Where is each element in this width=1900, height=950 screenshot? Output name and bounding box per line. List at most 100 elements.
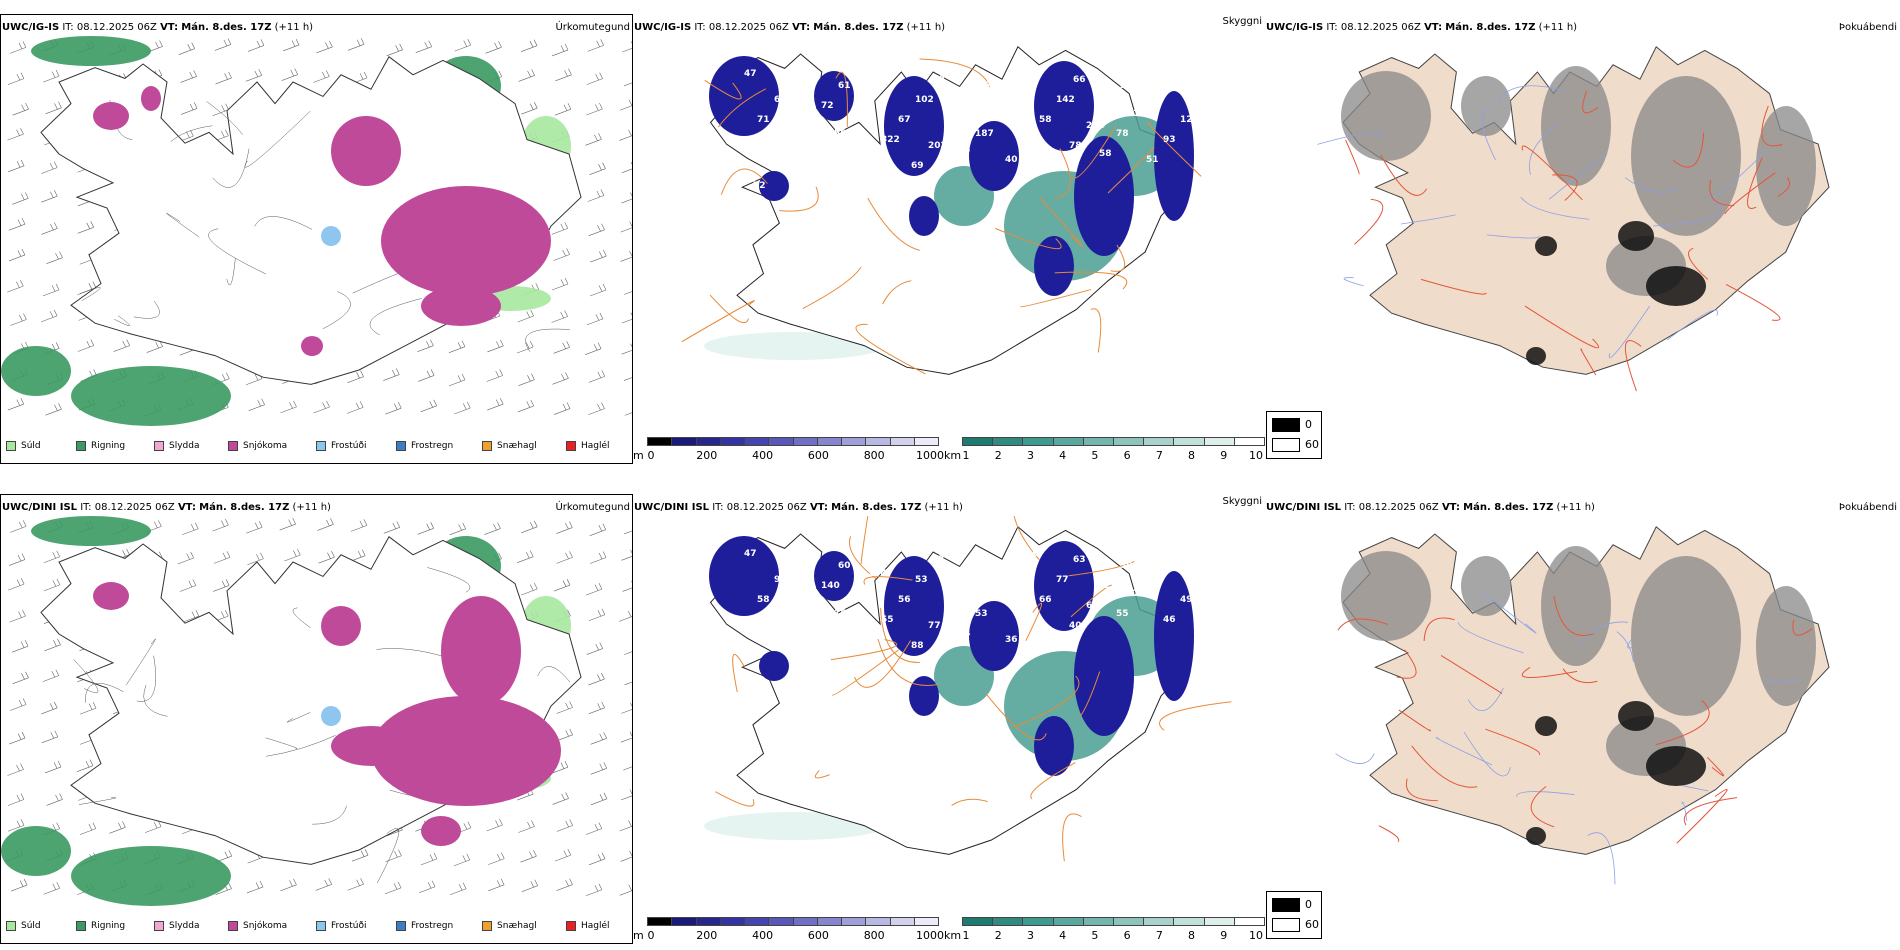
colorbar-unit: km (944, 449, 962, 462)
ceiling-value-label: 55 (1116, 609, 1129, 619)
lead-time: (+11 h) (1556, 502, 1595, 513)
ceiling-value-label: 79 (1133, 589, 1146, 599)
ceiling-value-label: 47 (744, 69, 757, 79)
precip-title: Úrkomutegund (555, 22, 630, 33)
ceiling-value-label: 36 (1005, 635, 1018, 645)
ceiling-value-label: 158 (834, 609, 853, 619)
ceiling-value-label: 170 (992, 589, 1011, 599)
vt-value: Mán. 8.des. 17Z (181, 22, 272, 33)
ceiling-value-label: 78 (1116, 129, 1129, 139)
colorbar-tick-label: 0 (647, 449, 655, 462)
legend-label: Snæhagl (497, 441, 537, 451)
lead-time: (+11 h) (1538, 22, 1578, 33)
ceiling-colorbar-2: m 0 200 400 600 800 1000 (633, 917, 944, 942)
vt-label: VT: (1441, 502, 1460, 513)
colorbar-segment (1052, 917, 1084, 926)
colorbar-segment (768, 437, 794, 446)
ceiling-value-label: 58 (757, 595, 770, 605)
ceiling-value-label: 80 (868, 89, 881, 99)
ceiling-value-label: 37 (1052, 161, 1065, 171)
legend-label: Snæhagl (497, 921, 537, 931)
colorbar-segment (1022, 437, 1054, 446)
ceiling-value-label: 34 (817, 149, 830, 159)
ceiling-value-label: 47 (744, 549, 757, 559)
ceiling-value-label: 40 (1005, 155, 1018, 165)
ceiling-value-label: 94 (851, 109, 864, 119)
ceiling-value-label: 56 (898, 595, 911, 605)
ceiling-value-label: 46 (1026, 549, 1039, 559)
colorbar-segment (1173, 917, 1205, 926)
ceiling-value-label: 111 (1103, 581, 1122, 591)
ceiling-value-label: 71 (757, 115, 770, 125)
it-value: 08.12.2025 06Z (94, 502, 175, 513)
ceiling-value-label: 40 (1069, 621, 1082, 631)
precip-legend-item: Snjókoma (228, 441, 287, 451)
it-value: 08.12.2025 06Z (1358, 502, 1439, 513)
colorbar-tick-label: 2 (994, 929, 1002, 942)
precip-legend-1: Súld Rigning Slydda Snjókoma Frostúði Frostre… (6, 441, 626, 455)
colorbar-segment (647, 437, 673, 446)
ceiling-value-label: 69 (1086, 601, 1099, 611)
it-label: IT: (1326, 22, 1338, 33)
it-label: IT: (1344, 502, 1356, 513)
ceiling-value-label: 69 (911, 161, 924, 171)
fog-legend-swatch (1272, 438, 1300, 452)
colorbar-segment (1082, 917, 1114, 926)
legend-label: Haglél (581, 441, 610, 451)
ceiling-value-label: 102 (915, 95, 934, 105)
colorbar-tick-label: 600 (807, 929, 829, 942)
precip-legend-item: Frostregn (396, 441, 453, 451)
ceiling-value-label: 187 (975, 129, 994, 139)
colorbar-segment (647, 917, 673, 926)
colorbar-segment (671, 437, 697, 446)
fog-legend-label: 0 (1305, 418, 1312, 431)
vt-label: VT: (792, 22, 811, 33)
ceiling-value-label: 56 (1150, 569, 1163, 579)
colorbar-segment (792, 437, 818, 446)
ceiling-value-label: 322 (881, 135, 900, 145)
colorbar-segment (1113, 917, 1145, 926)
ceiling-map-2: 47 57 60 59 47 52 46 63 39 50 93 140 254 53 57 47 77 111 5… (704, 516, 1232, 862)
colorbar-segment (1233, 437, 1265, 446)
colorbar-segment (841, 917, 867, 926)
ceiling-value-label: 72 (753, 181, 766, 191)
colorbar-segment (1143, 437, 1175, 446)
colorbar-tick-label: 7 (1155, 929, 1163, 942)
colorbar-tick-label: 200 (696, 449, 718, 462)
colorbar-segment (816, 917, 842, 926)
legend-swatch (154, 921, 164, 931)
ceiling-value-label: 63 (1073, 555, 1086, 565)
colorbar-tick-label: 6 (1123, 929, 1131, 942)
legend-label: Súld (21, 921, 41, 931)
ceiling-value-label: 147 (945, 601, 964, 611)
lead-time: (+11 h) (274, 22, 314, 33)
ceiling-value-label: 75 (864, 635, 877, 645)
ceiling-value-label: 46 (1163, 615, 1176, 625)
ceiling-value-label: 214 (1086, 121, 1105, 131)
ceiling-value-label: 104 (1009, 89, 1028, 99)
precip-legend-item: Súld (6, 441, 41, 451)
fog-legend-swatch (1272, 418, 1300, 432)
vt-label: VT: (177, 502, 196, 513)
ceiling-value-label: 254 (868, 569, 887, 579)
colorbar-segment (1052, 437, 1084, 446)
panel-header-1b: UWC/IG-IS IT: 08.12.2025 06Z VT: Mán. 8.… (634, 22, 945, 33)
legend-swatch (482, 441, 492, 451)
precip-type-panel-2 (0, 494, 633, 944)
colorbar-tick-label: 1 (962, 449, 970, 462)
ceiling-value-label: 59 (885, 549, 898, 559)
ceiling-value-label: 57 (791, 555, 804, 565)
legend-swatch (482, 921, 492, 931)
ceiling-map-1: 47 55 61 59 70 47 70 66 51 140 67 72 80 102 61 104 142 71… (681, 46, 1202, 375)
colorbar-unit: m (633, 929, 644, 942)
colorbar-segment (768, 917, 794, 926)
colorbar-segment (671, 917, 697, 926)
precip-legend-item: Rigning (76, 921, 125, 931)
vis-title: Skyggni (1222, 496, 1262, 507)
colorbar-unit: m (633, 449, 644, 462)
ceiling-value-label: 93 (774, 575, 787, 585)
ceiling-value-label: 67 (774, 95, 787, 105)
colorbar-tick-label: 800 (863, 929, 885, 942)
colorbar-segment (913, 437, 939, 446)
legend-swatch (316, 441, 326, 451)
